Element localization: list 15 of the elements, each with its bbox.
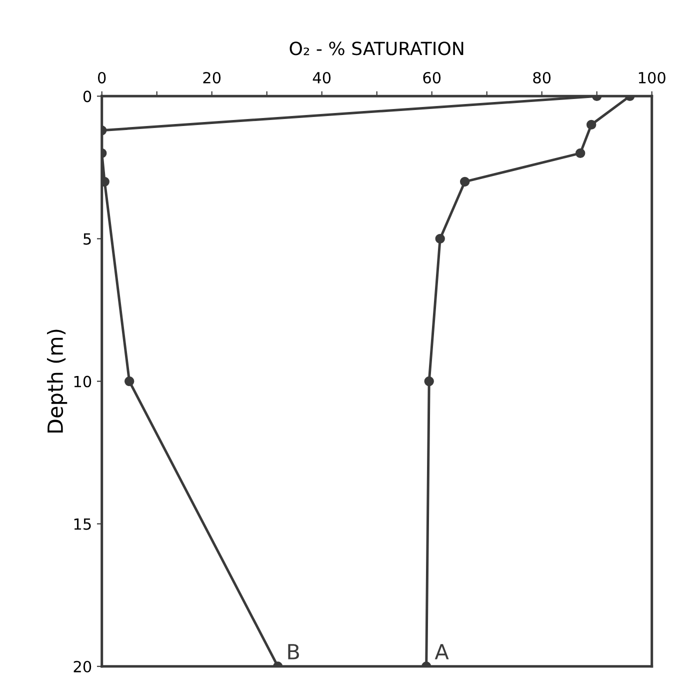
x-tick-label: 60 <box>423 72 441 84</box>
y-tick-label: 10 <box>74 376 92 388</box>
x-tick-label: 40 <box>312 72 331 84</box>
y-tick-label: 5 <box>84 233 91 245</box>
y-tick-label: 20 <box>74 660 92 672</box>
x-tick-label: 20 <box>203 72 221 84</box>
x-axis-title: O₂ - % SATURATION <box>290 42 464 56</box>
y-tick-label: 15 <box>74 518 91 530</box>
x-tick-label: 0 <box>98 72 106 84</box>
x-tick-label: 80 <box>533 72 551 84</box>
x-tick-label: 100 <box>638 72 666 84</box>
series-label: A <box>434 644 449 660</box>
y-tick-label: 0 <box>83 90 92 102</box>
y-axis-title: Depth (m) <box>46 330 68 433</box>
series-label: B <box>288 644 299 660</box>
